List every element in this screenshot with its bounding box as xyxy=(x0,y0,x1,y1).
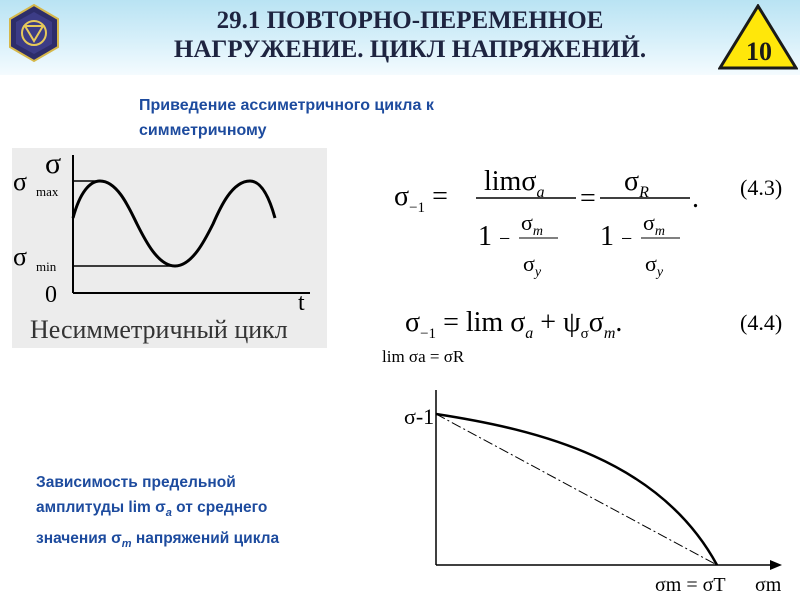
caption2-line-3-prefix: значения σ xyxy=(36,530,122,548)
svg-text:σm: σm xyxy=(643,210,665,239)
cycle-curve xyxy=(71,179,277,268)
caption2-line-2: амплитуды lim σa от среднего xyxy=(36,495,406,526)
caption2-line-3-sub: m xyxy=(121,538,132,551)
title-line-1: 29.1 ПОВТОРНО-ПЕРЕМЕННОЕ xyxy=(216,7,604,34)
caption2-line-3-suffix: напряжений цикла xyxy=(131,530,280,548)
origin-label: 0 xyxy=(45,282,57,308)
logo-emblem-icon xyxy=(9,3,59,63)
equation-4-4-body: σ−1 = lim σa + ψσσm. xyxy=(405,307,622,342)
cycle-graph-panel xyxy=(12,148,327,348)
title-line-2: НАГРУЖЕНИЕ. ЦИКЛ НАПРЯЖЕНИЙ. xyxy=(173,36,647,63)
amplitude-x-axis-label: σm xyxy=(755,574,782,596)
slide-number-badge: 10 xyxy=(718,4,798,70)
svg-text:σy: σy xyxy=(645,251,664,280)
svg-text:σy: σy xyxy=(523,251,542,280)
cycle-caption: Несимметричный цикл xyxy=(30,315,288,344)
svg-text:1 −: 1 − xyxy=(600,221,632,252)
caption2-line-2-sub: a xyxy=(165,507,172,520)
min-label-sub: min xyxy=(36,259,57,274)
svg-text:σm: σm xyxy=(521,210,543,239)
slide-title: 29.1 ПОВТОРНО-ПЕРЕМЕННОЕ НАГРУЖЕНИЕ. ЦИК… xyxy=(90,6,730,64)
equation-number-4-4: (4.4) xyxy=(740,310,782,335)
equation-4-3-body: σ−1 = limσa 1 − σm σy = σR 1 − σm σy . xyxy=(394,166,699,280)
amplitude-caption: Зависимость предельной амплитуды lim σa … xyxy=(36,470,406,557)
amplitude-graph: lim σa = σR σ-1 σm = σT σm xyxy=(382,347,782,596)
caption2-line-2-suffix: от среднего xyxy=(171,499,268,516)
equation-number-4-3: (4.3) xyxy=(740,175,782,200)
amplitude-graph-top-label: lim σa = σR xyxy=(382,347,465,366)
y-point-label: σ-1 xyxy=(404,404,434,429)
equation-4-3: σ−1 = limσa 1 − σm σy = σR 1 − σm σy . (… xyxy=(394,166,782,280)
caption2-line-2-prefix: амплитуды lim σ xyxy=(36,499,166,516)
linear-approximation-line xyxy=(435,413,718,566)
header-bar xyxy=(0,0,800,75)
subtitle: Приведение ассиметричного цикла к симмет… xyxy=(139,93,559,143)
caption2-line-1: Зависимость предельной xyxy=(36,474,236,491)
x-axis-arrow-icon xyxy=(770,560,782,570)
min-label-main: σ xyxy=(13,242,27,271)
max-label-sub: max xyxy=(36,184,59,199)
svg-text:σ−1 =: σ−1 = xyxy=(394,181,448,216)
svg-text:σR: σR xyxy=(624,166,649,201)
svg-text:=: = xyxy=(580,183,596,214)
max-label-main: σ xyxy=(13,167,27,196)
subtitle-line-1: Приведение ассиметричного цикла к xyxy=(139,97,434,114)
x-point-label: σm = σT xyxy=(655,574,726,596)
svg-text:1 −: 1 − xyxy=(478,221,510,252)
svg-text:limσa: limσa xyxy=(484,166,544,201)
subtitle-line-2: симметричному xyxy=(139,122,267,139)
time-axis-label: t xyxy=(298,290,305,316)
cycle-y-symbol: σ xyxy=(45,147,61,180)
caption2-line-3: значения σm напряжений цикла xyxy=(36,526,406,557)
limit-amplitude-curve xyxy=(435,412,719,566)
slide-number: 10 xyxy=(746,37,772,66)
svg-text:.: . xyxy=(692,183,699,214)
cycle-graph: σ σ max σ min 0 t Несимметричный цикл xyxy=(13,147,310,344)
equation-4-4: σ−1 = lim σa + ψσσm. (4.4) xyxy=(405,307,782,342)
